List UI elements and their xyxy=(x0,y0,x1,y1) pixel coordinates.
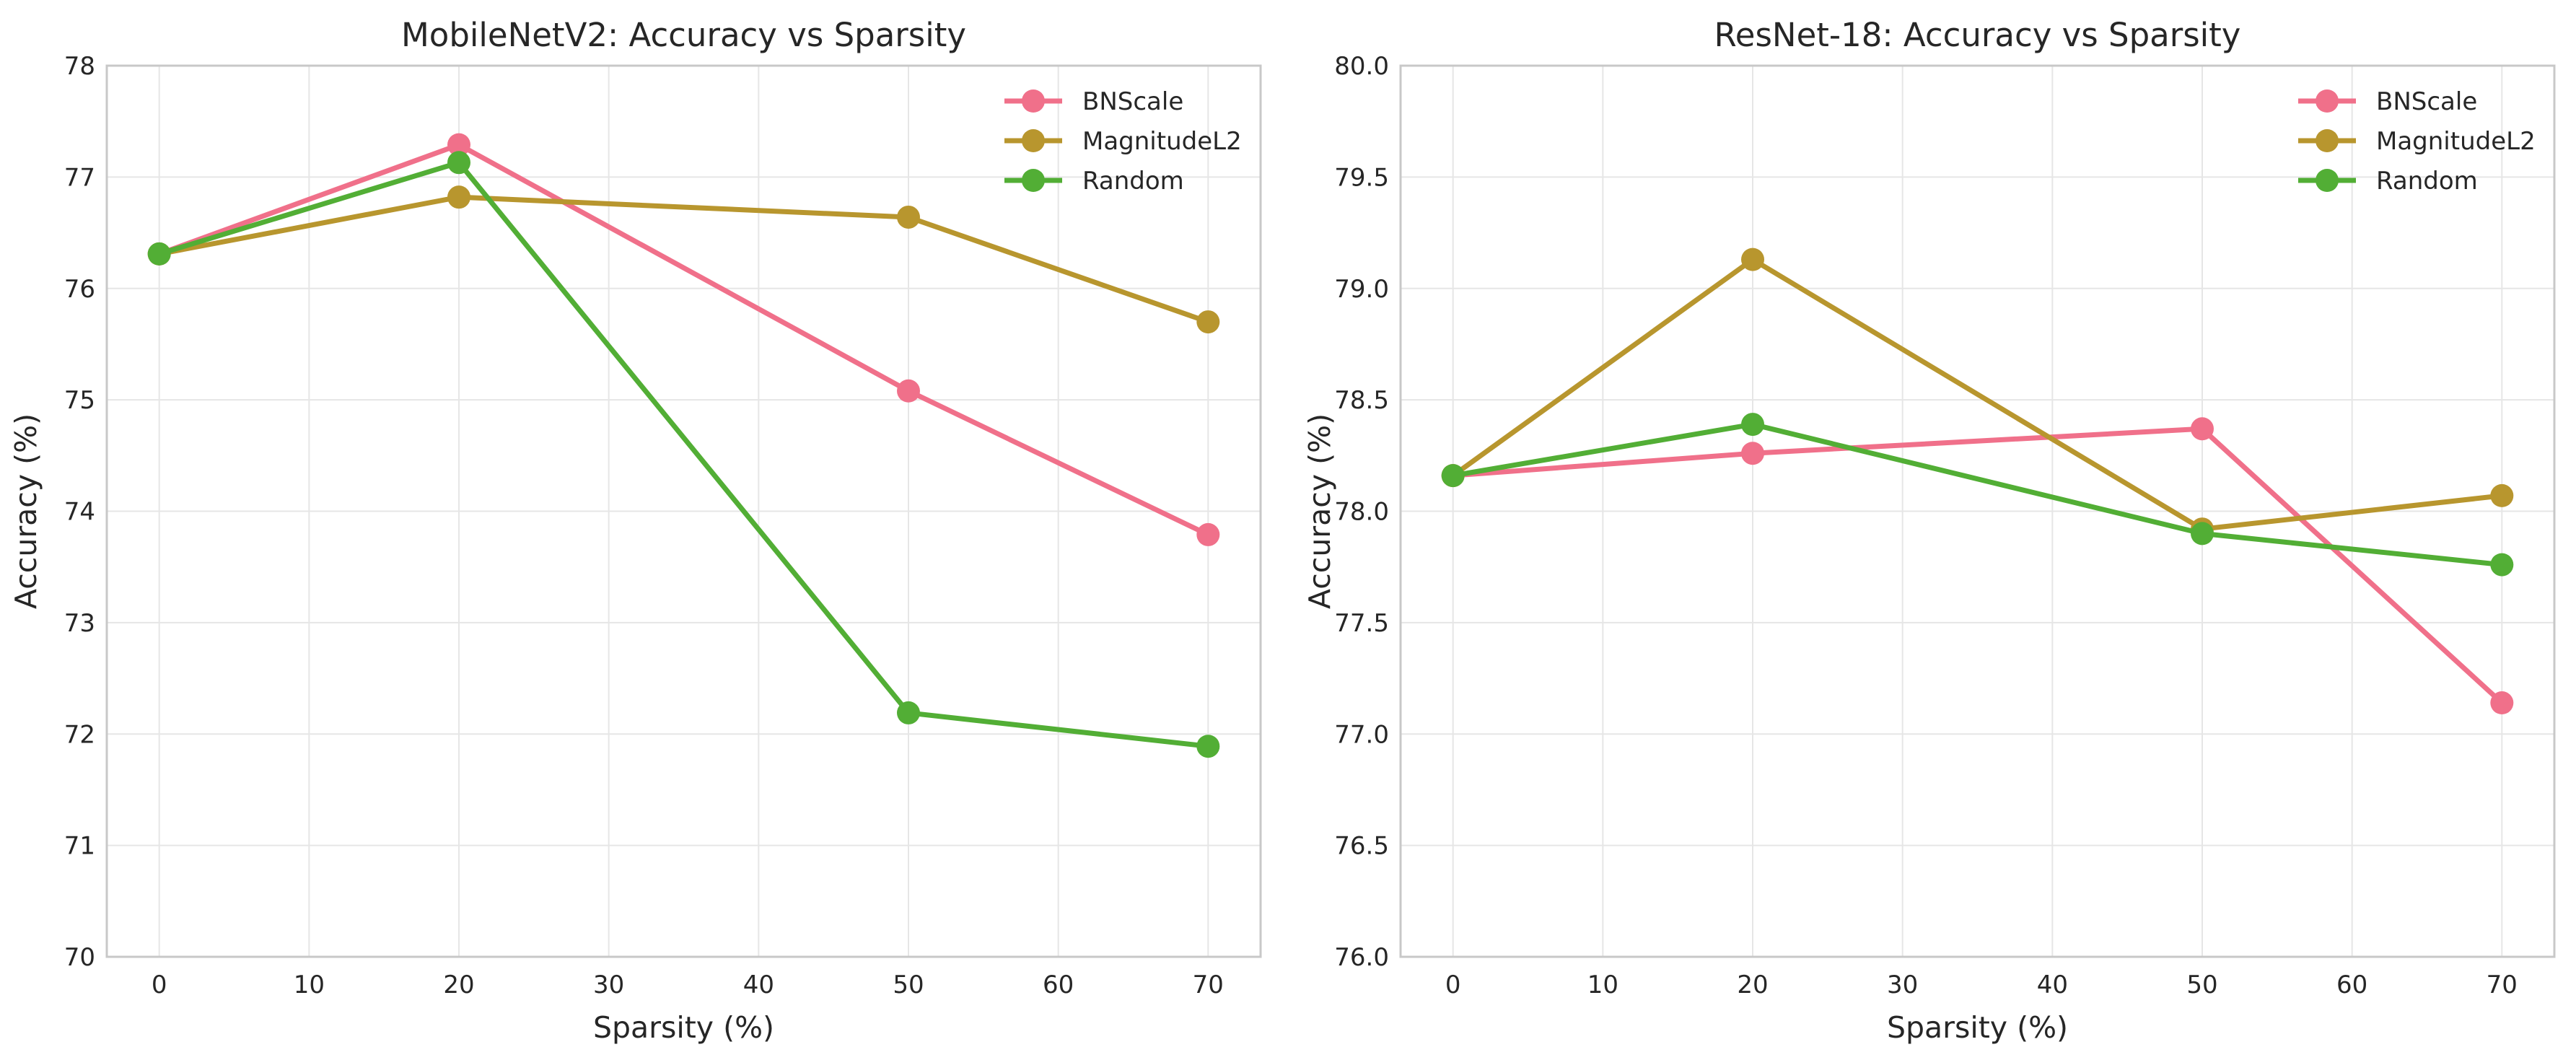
data-point-random xyxy=(447,151,471,175)
plot-frame xyxy=(105,64,1262,958)
x-tick-label: 70 xyxy=(1193,971,1224,999)
data-point-random xyxy=(2490,553,2514,577)
series-line-magnitudel2 xyxy=(157,194,1211,325)
tick-labels: 0 10 20 30 40 50 60 70 76.0 76.5 77.0 77.5 78.0 78.5 7… xyxy=(1334,52,2518,999)
data-point-bnscale xyxy=(1741,442,1765,465)
legend-label: Random xyxy=(2376,167,2478,196)
data-point-random xyxy=(1196,735,1220,758)
y-axis-label: Accuracy (%) xyxy=(9,413,43,609)
series-line-bnscale xyxy=(1450,426,2505,706)
legend: BNScale MagnitudeL2 Random xyxy=(1004,87,1242,196)
y-tick-label: 72 xyxy=(64,720,95,749)
y-tick-label: 77 xyxy=(64,163,95,192)
x-tick-label: 40 xyxy=(743,971,774,999)
x-axis-label: Sparsity (%) xyxy=(1887,1010,2068,1045)
series-group xyxy=(1441,248,2514,715)
y-tick-label: 79.5 xyxy=(1334,163,1389,192)
legend-marker xyxy=(2316,169,2339,192)
chart-title: MobileNetV2: Accuracy vs Sparsity xyxy=(401,16,966,54)
legend-label: BNScale xyxy=(1082,87,1183,116)
y-tick-label: 78.0 xyxy=(1334,498,1389,527)
y-tick-label: 70 xyxy=(64,943,95,972)
x-tick-label: 70 xyxy=(2487,971,2518,999)
x-tick-label: 60 xyxy=(1043,971,1074,999)
series-group xyxy=(147,133,1220,758)
y-tick-label: 74 xyxy=(64,498,95,527)
data-point-magnitudel2 xyxy=(1741,248,1765,271)
y-axis-label: Accuracy (%) xyxy=(1302,413,1337,609)
data-point-magnitudel2 xyxy=(447,185,471,209)
x-tick-label: 30 xyxy=(593,971,624,999)
chart-title: ResNet-18: Accuracy vs Sparsity xyxy=(1714,16,2241,54)
data-point-random xyxy=(2190,522,2214,546)
y-tick-label: 76.0 xyxy=(1334,943,1389,972)
legend: BNScale MagnitudeL2 Random xyxy=(2298,87,2536,196)
y-tick-label: 73 xyxy=(64,609,95,638)
x-tick-label: 20 xyxy=(443,971,474,999)
data-point-random xyxy=(147,242,171,266)
x-tick-label: 10 xyxy=(1587,971,1618,999)
y-tick-label: 75 xyxy=(64,386,95,415)
chart-resnet18: 0 10 20 30 40 50 60 70 76.0 76.5 77.0 77.5 78.0 78.5 7… xyxy=(1302,16,2556,1045)
data-point-magnitudel2 xyxy=(2490,483,2514,507)
y-tick-label: 71 xyxy=(64,832,95,861)
series-line-magnitudel2 xyxy=(1450,257,2505,532)
legend-marker xyxy=(1022,89,1045,113)
series-line-bnscale xyxy=(157,142,1211,538)
series-line-random xyxy=(1450,421,2505,568)
x-tick-label: 30 xyxy=(1887,971,1918,999)
data-point-magnitudel2 xyxy=(896,205,920,229)
x-tick-label: 40 xyxy=(2037,971,2068,999)
x-tick-label: 50 xyxy=(893,971,924,999)
x-tick-label: 60 xyxy=(2336,971,2367,999)
x-tick-label: 50 xyxy=(2186,971,2217,999)
x-tick-label: 0 xyxy=(1445,971,1461,999)
y-tick-label: 77.0 xyxy=(1334,720,1389,749)
legend-label: BNScale xyxy=(2376,87,2477,116)
y-tick-label: 78 xyxy=(64,52,95,81)
data-point-random xyxy=(1441,464,1465,488)
legend-label: MagnitudeL2 xyxy=(1082,127,1242,156)
legend-marker xyxy=(1022,169,1045,192)
grid xyxy=(107,65,1261,958)
y-tick-label: 79.0 xyxy=(1334,275,1389,304)
data-point-bnscale xyxy=(896,379,920,403)
x-tick-label: 0 xyxy=(152,971,167,999)
y-tick-label: 76.5 xyxy=(1334,832,1389,861)
x-axis-label: Sparsity (%) xyxy=(593,1010,774,1045)
series-line-random xyxy=(157,159,1211,749)
plot-frame xyxy=(1399,64,2556,958)
data-point-bnscale xyxy=(2490,691,2514,715)
data-point-magnitudel2 xyxy=(1196,310,1220,334)
y-tick-label: 77.5 xyxy=(1334,609,1389,638)
legend-marker xyxy=(2316,129,2339,152)
x-tick-label: 10 xyxy=(294,971,325,999)
chart-mobilenetv2: 0 10 20 30 40 50 60 70 70 71 72 73 74 75 76 77 78 Mobile… xyxy=(9,16,1262,1045)
data-point-bnscale xyxy=(2190,417,2214,441)
y-tick-label: 80.0 xyxy=(1334,52,1389,81)
data-point-bnscale xyxy=(447,133,471,157)
legend-marker xyxy=(2316,89,2339,113)
data-point-random xyxy=(896,701,920,724)
y-tick-label: 78.5 xyxy=(1334,386,1389,415)
legend-label: MagnitudeL2 xyxy=(2376,127,2536,156)
tick-labels: 0 10 20 30 40 50 60 70 70 71 72 73 74 75 76 77 78 xyxy=(64,52,1224,999)
legend-label: Random xyxy=(1082,167,1184,196)
x-tick-label: 20 xyxy=(1737,971,1768,999)
data-point-bnscale xyxy=(1196,522,1220,546)
data-point-random xyxy=(1741,413,1765,437)
y-tick-label: 76 xyxy=(64,275,95,304)
legend-marker xyxy=(1022,129,1045,152)
